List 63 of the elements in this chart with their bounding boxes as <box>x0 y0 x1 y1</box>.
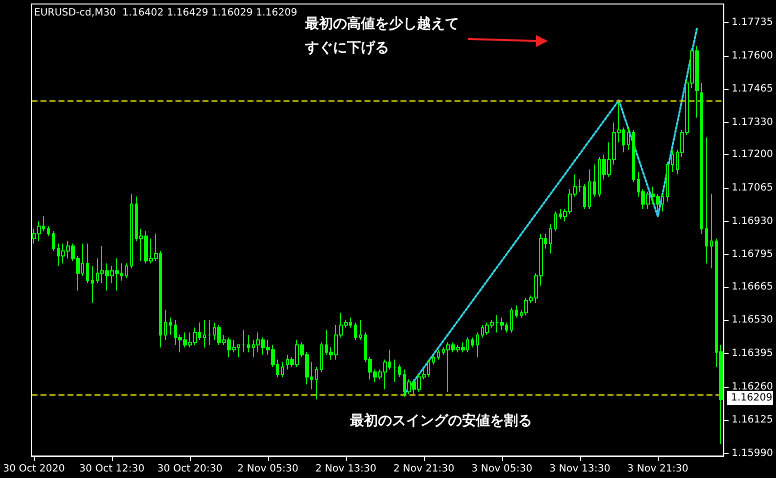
x-tick-label: 2 Nov 05:30 <box>237 464 298 474</box>
candlestick <box>247 334 250 353</box>
candlestick <box>164 310 167 340</box>
y-tick-label: 1.16125 <box>732 414 774 426</box>
candlestick <box>432 354 435 366</box>
text: 1.16209 <box>731 392 772 404</box>
candlestick <box>130 194 133 269</box>
candlestick <box>471 336 474 348</box>
candlestick <box>320 342 323 373</box>
candlestick <box>510 307 513 334</box>
annotation: 最初のスイングの安値を割る <box>349 412 532 429</box>
candlestick <box>554 210 557 232</box>
y-tick-label: 1.16665 <box>732 281 774 292</box>
y-tick-label: 1.17200 <box>732 149 774 160</box>
candlestick <box>593 164 596 198</box>
y-tick-label: 1.17735 <box>732 17 774 28</box>
y-tick-label: 1.16930 <box>732 216 774 227</box>
x-tick-label: 3 Nov 05:30 <box>471 464 532 474</box>
candlestick <box>588 168 591 210</box>
candlestick <box>393 359 396 382</box>
x-tick-label: 30 Oct 12:30 <box>79 464 144 474</box>
candlestick <box>515 304 518 318</box>
x-tick-label: 3 Nov 13:30 <box>549 464 610 474</box>
candlestick <box>627 126 630 150</box>
candlestick <box>666 162 669 202</box>
candlestick <box>700 82 703 234</box>
x-tick-label: 30 Oct 20:30 <box>157 464 222 474</box>
y-tick-label: 1.15990 <box>732 448 774 460</box>
candlestick <box>169 317 172 336</box>
y-tick-label: 1.16260 <box>732 381 774 392</box>
y-tick-label: 1.17330 <box>732 117 774 128</box>
y-tick-label: 1.16530 <box>732 314 774 326</box>
chart-title: EURUSD-cd,M30 1.16402 1.16429 1.16029 1.16209 <box>34 8 298 18</box>
y-tick-label: 1.17465 <box>732 84 774 95</box>
y-tick-label: 1.16395 <box>732 348 774 359</box>
candlestick <box>359 320 362 340</box>
candlestick <box>315 366 318 400</box>
x-tick-label: 2 Nov 13:30 <box>315 464 376 474</box>
x-tick-label: 30 Oct 2020 <box>2 464 65 474</box>
candlestick <box>632 129 635 182</box>
x-tick-label: 3 Nov 21:30 <box>627 464 688 474</box>
candlestick <box>476 332 479 358</box>
candlestick <box>281 362 284 378</box>
candlestick <box>710 194 713 269</box>
candlestick <box>52 230 55 252</box>
candlestick <box>437 349 440 360</box>
annotation: 最初の高値を少し越えてすぐに下げる <box>304 15 459 56</box>
candlestick <box>705 136 708 264</box>
candlestick <box>242 330 245 353</box>
candlestick <box>208 320 211 346</box>
candlestick <box>354 322 357 340</box>
candlestick <box>91 265 94 304</box>
y-tick-label: 1.17065 <box>732 182 774 194</box>
candlestick <box>549 223 552 254</box>
candlestick <box>203 320 206 348</box>
candlestick <box>398 364 401 378</box>
candlestick <box>86 243 89 284</box>
candlestick <box>671 149 674 172</box>
candlestick <box>125 262 128 279</box>
candlestick <box>47 226 50 237</box>
y-tick-label: 1.17600 <box>732 50 774 62</box>
y-tick-label: 1.16795 <box>732 249 774 260</box>
x-tick-label: 2 Nov 21:30 <box>393 464 454 474</box>
